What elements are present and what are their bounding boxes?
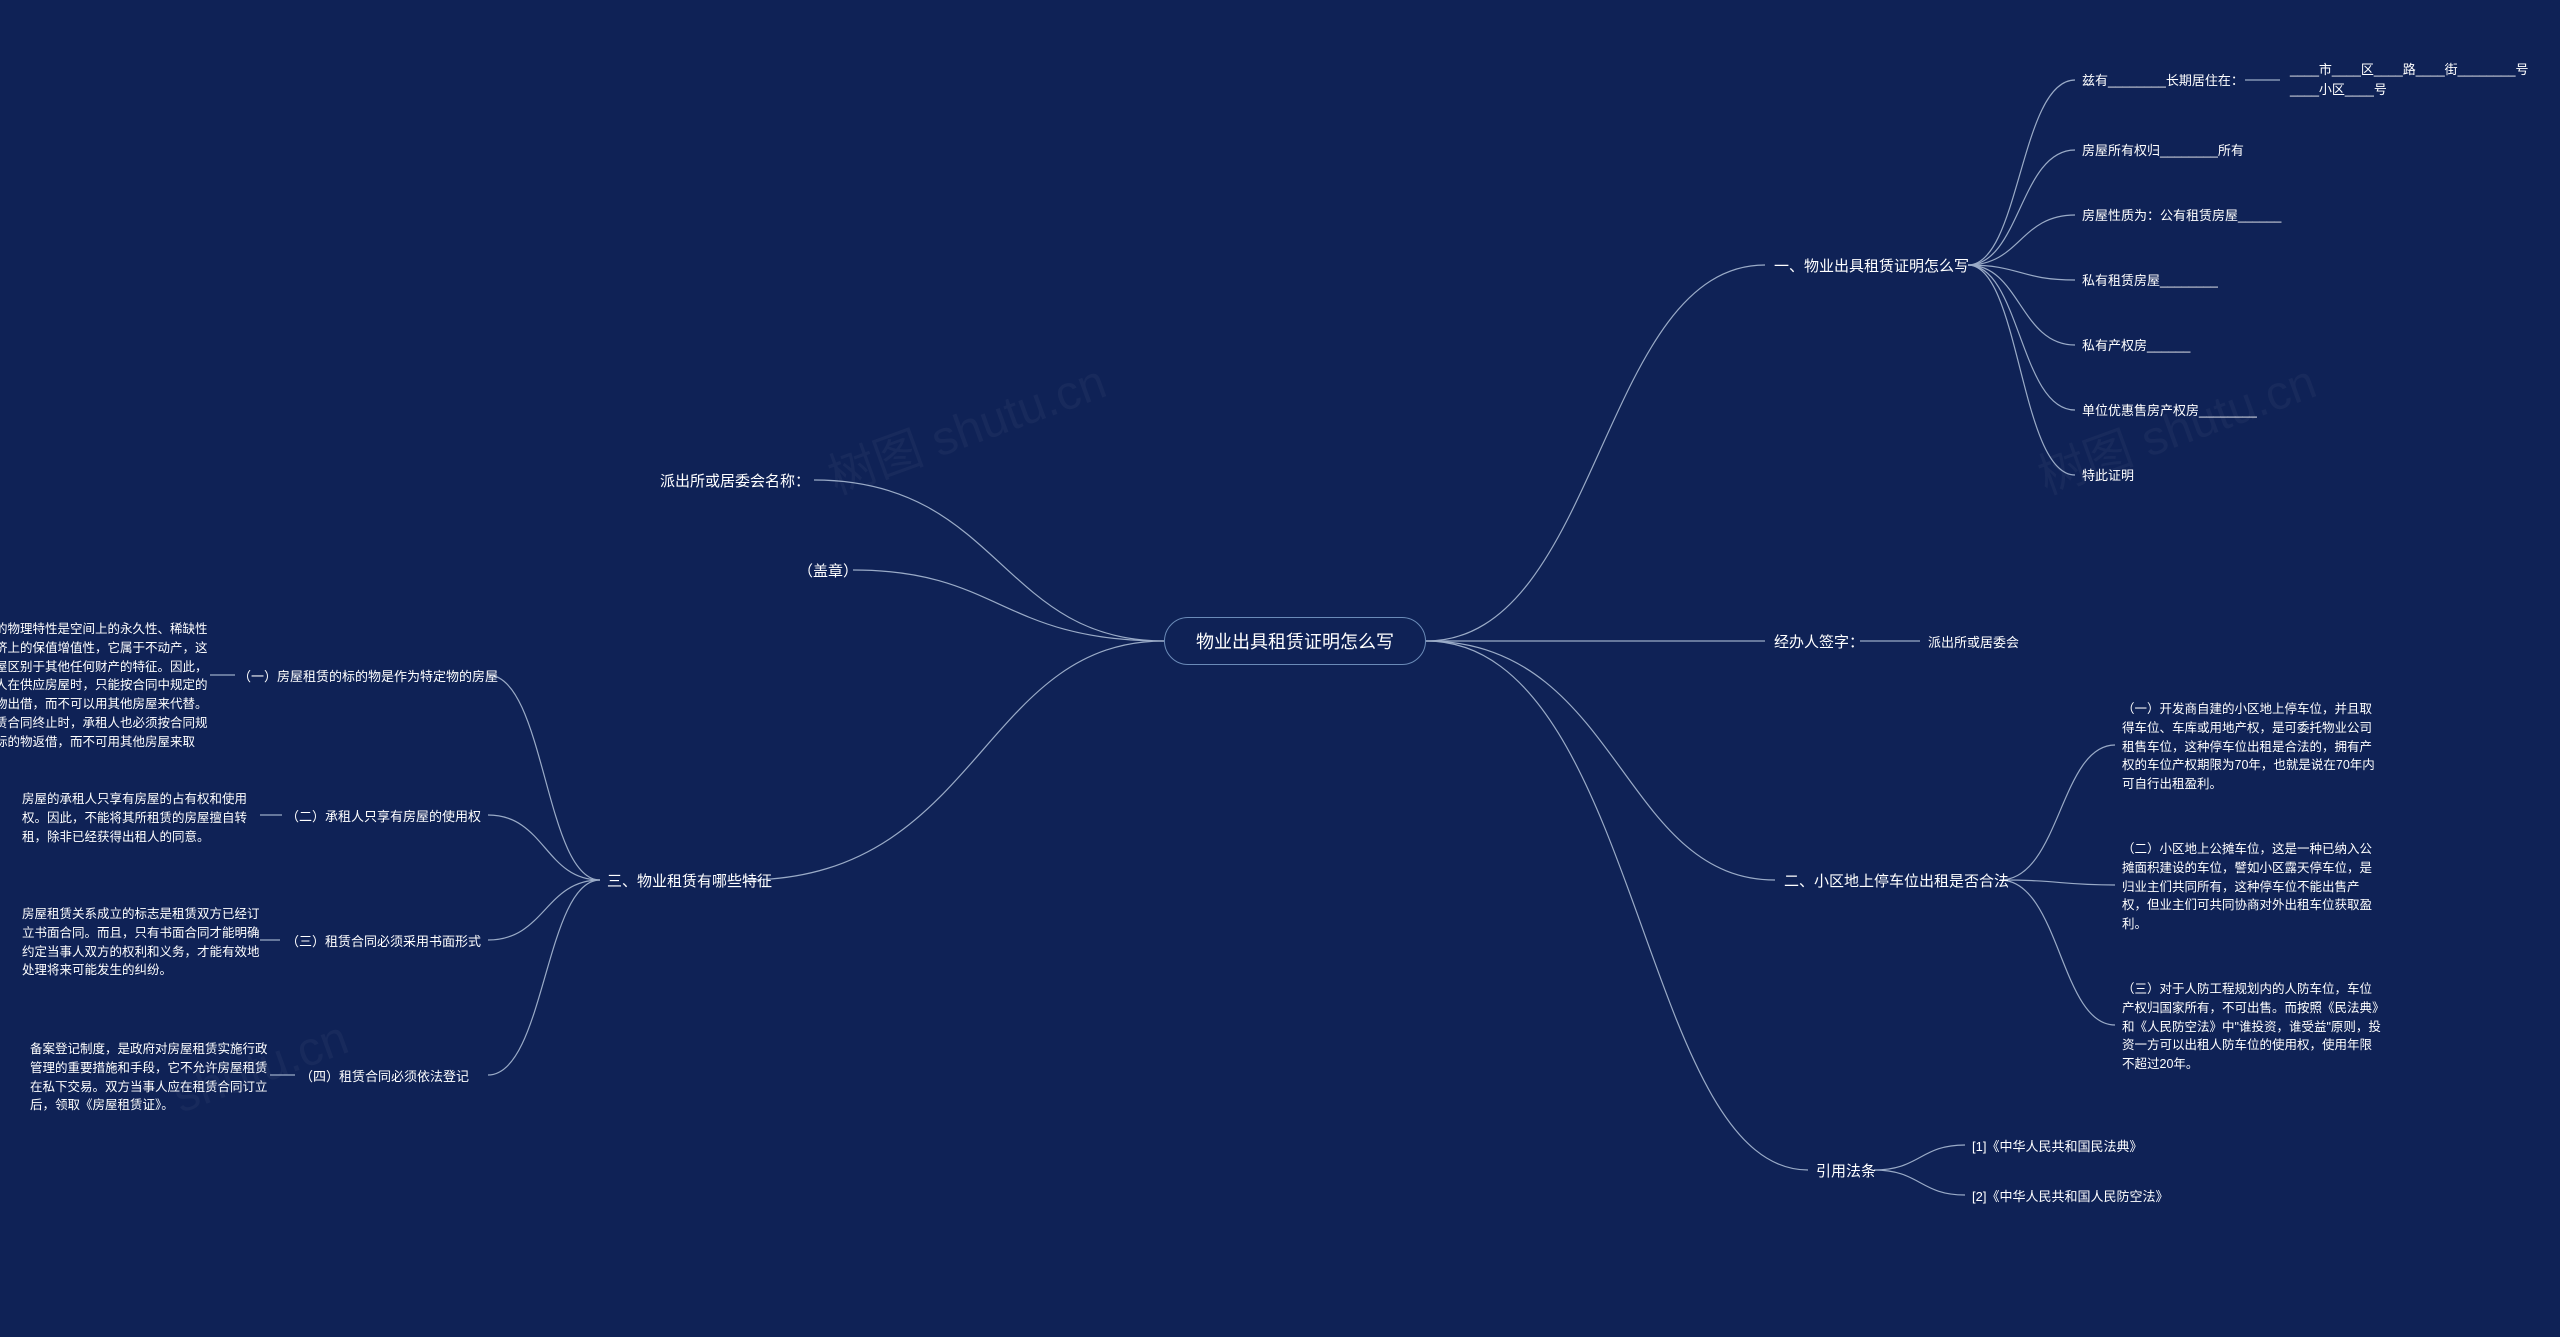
center-label: 物业出具租赁证明怎么写 [1196, 628, 1394, 654]
branch-l2: （盖章） [798, 560, 858, 581]
leaf-r1-1-sub: ____市____区____路____街________号____小区____号 [2290, 60, 2530, 99]
center-node: 物业出具租赁证明怎么写 [1164, 617, 1426, 665]
leaf-r2-1: 派出所或居委会 [1928, 632, 2019, 651]
leaf-l3-1: 物业的物理特性是空间上的永久性、稀缺性和经济上的保值增值性，它属于不动产，这是房… [0, 620, 210, 770]
leaf-r4-1: [1]《中华人民共和国民法典》 [1972, 1136, 2142, 1155]
leaf-l3-2: 房屋的承租人只享有房屋的占有权和使用权。因此，不能将其所租赁的房屋擅自转租，除非… [22, 790, 262, 846]
leaf-r1-6: 单位优惠售房产权房________ [2082, 400, 2257, 419]
leaf-l3-4: 备案登记制度，是政府对房屋租赁实施行政管理的重要措施和手段，它不允许房屋租赁在私… [30, 1040, 270, 1115]
leaf-r3-2: （二）小区地上公摊车位，这是一种已纳入公摊面积建设的车位，譬如小区露天停车位，是… [2122, 840, 2382, 934]
node-l3-2: （二）承租人只享有房屋的使用权 [286, 806, 481, 825]
node-l3-4: （四）租赁合同必须依法登记 [300, 1066, 469, 1085]
branch-r4: 引用法条 [1816, 1160, 1876, 1181]
node-l3-3: （三）租赁合同必须采用书面形式 [286, 931, 481, 950]
leaf-r1-2: 房屋所有权归________所有 [2082, 140, 2244, 159]
leaf-l3-3: 房屋租赁关系成立的标志是租赁双方已经订立书面合同。而且，只有书面合同才能明确约定… [22, 905, 262, 980]
watermark: 树图 shutu.cn [2027, 342, 2324, 507]
branch-r3: 二、小区地上停车位出租是否合法 [1784, 870, 2009, 891]
node-l3-1: （一）房屋租赁的标的物是作为特定物的房屋 [238, 666, 498, 685]
leaf-r1-3: 房屋性质为：公有租赁房屋______ [2082, 205, 2281, 224]
branch-l3: 三、物业租赁有哪些特征 [607, 870, 772, 891]
branch-l1: 派出所或居委会名称： [660, 470, 810, 491]
leaf-r1-4: 私有租赁房屋________ [2082, 270, 2218, 289]
leaf-r1-1: 兹有________长期居住在： [2082, 70, 2244, 89]
leaf-r3-1: （一）开发商自建的小区地上停车位，并且取得车位、车库或用地产权，是可委托物业公司… [2122, 700, 2382, 794]
watermark: 树图 shutu.cn [817, 342, 1114, 507]
leaf-r4-2: [2]《中华人民共和国人民防空法》 [1972, 1186, 2168, 1205]
leaf-r3-3: （三）对于人防工程规划内的人防车位，车位产权归国家所有，不可出售。而按照《民法典… [2122, 980, 2382, 1074]
leaf-r1-5: 私有产权房______ [2082, 335, 2190, 354]
branch-r1: 一、物业出具租赁证明怎么写 [1774, 255, 1969, 276]
leaf-r1-7: 特此证明 [2082, 465, 2134, 484]
branch-r2: 经办人签字： [1774, 631, 1864, 652]
